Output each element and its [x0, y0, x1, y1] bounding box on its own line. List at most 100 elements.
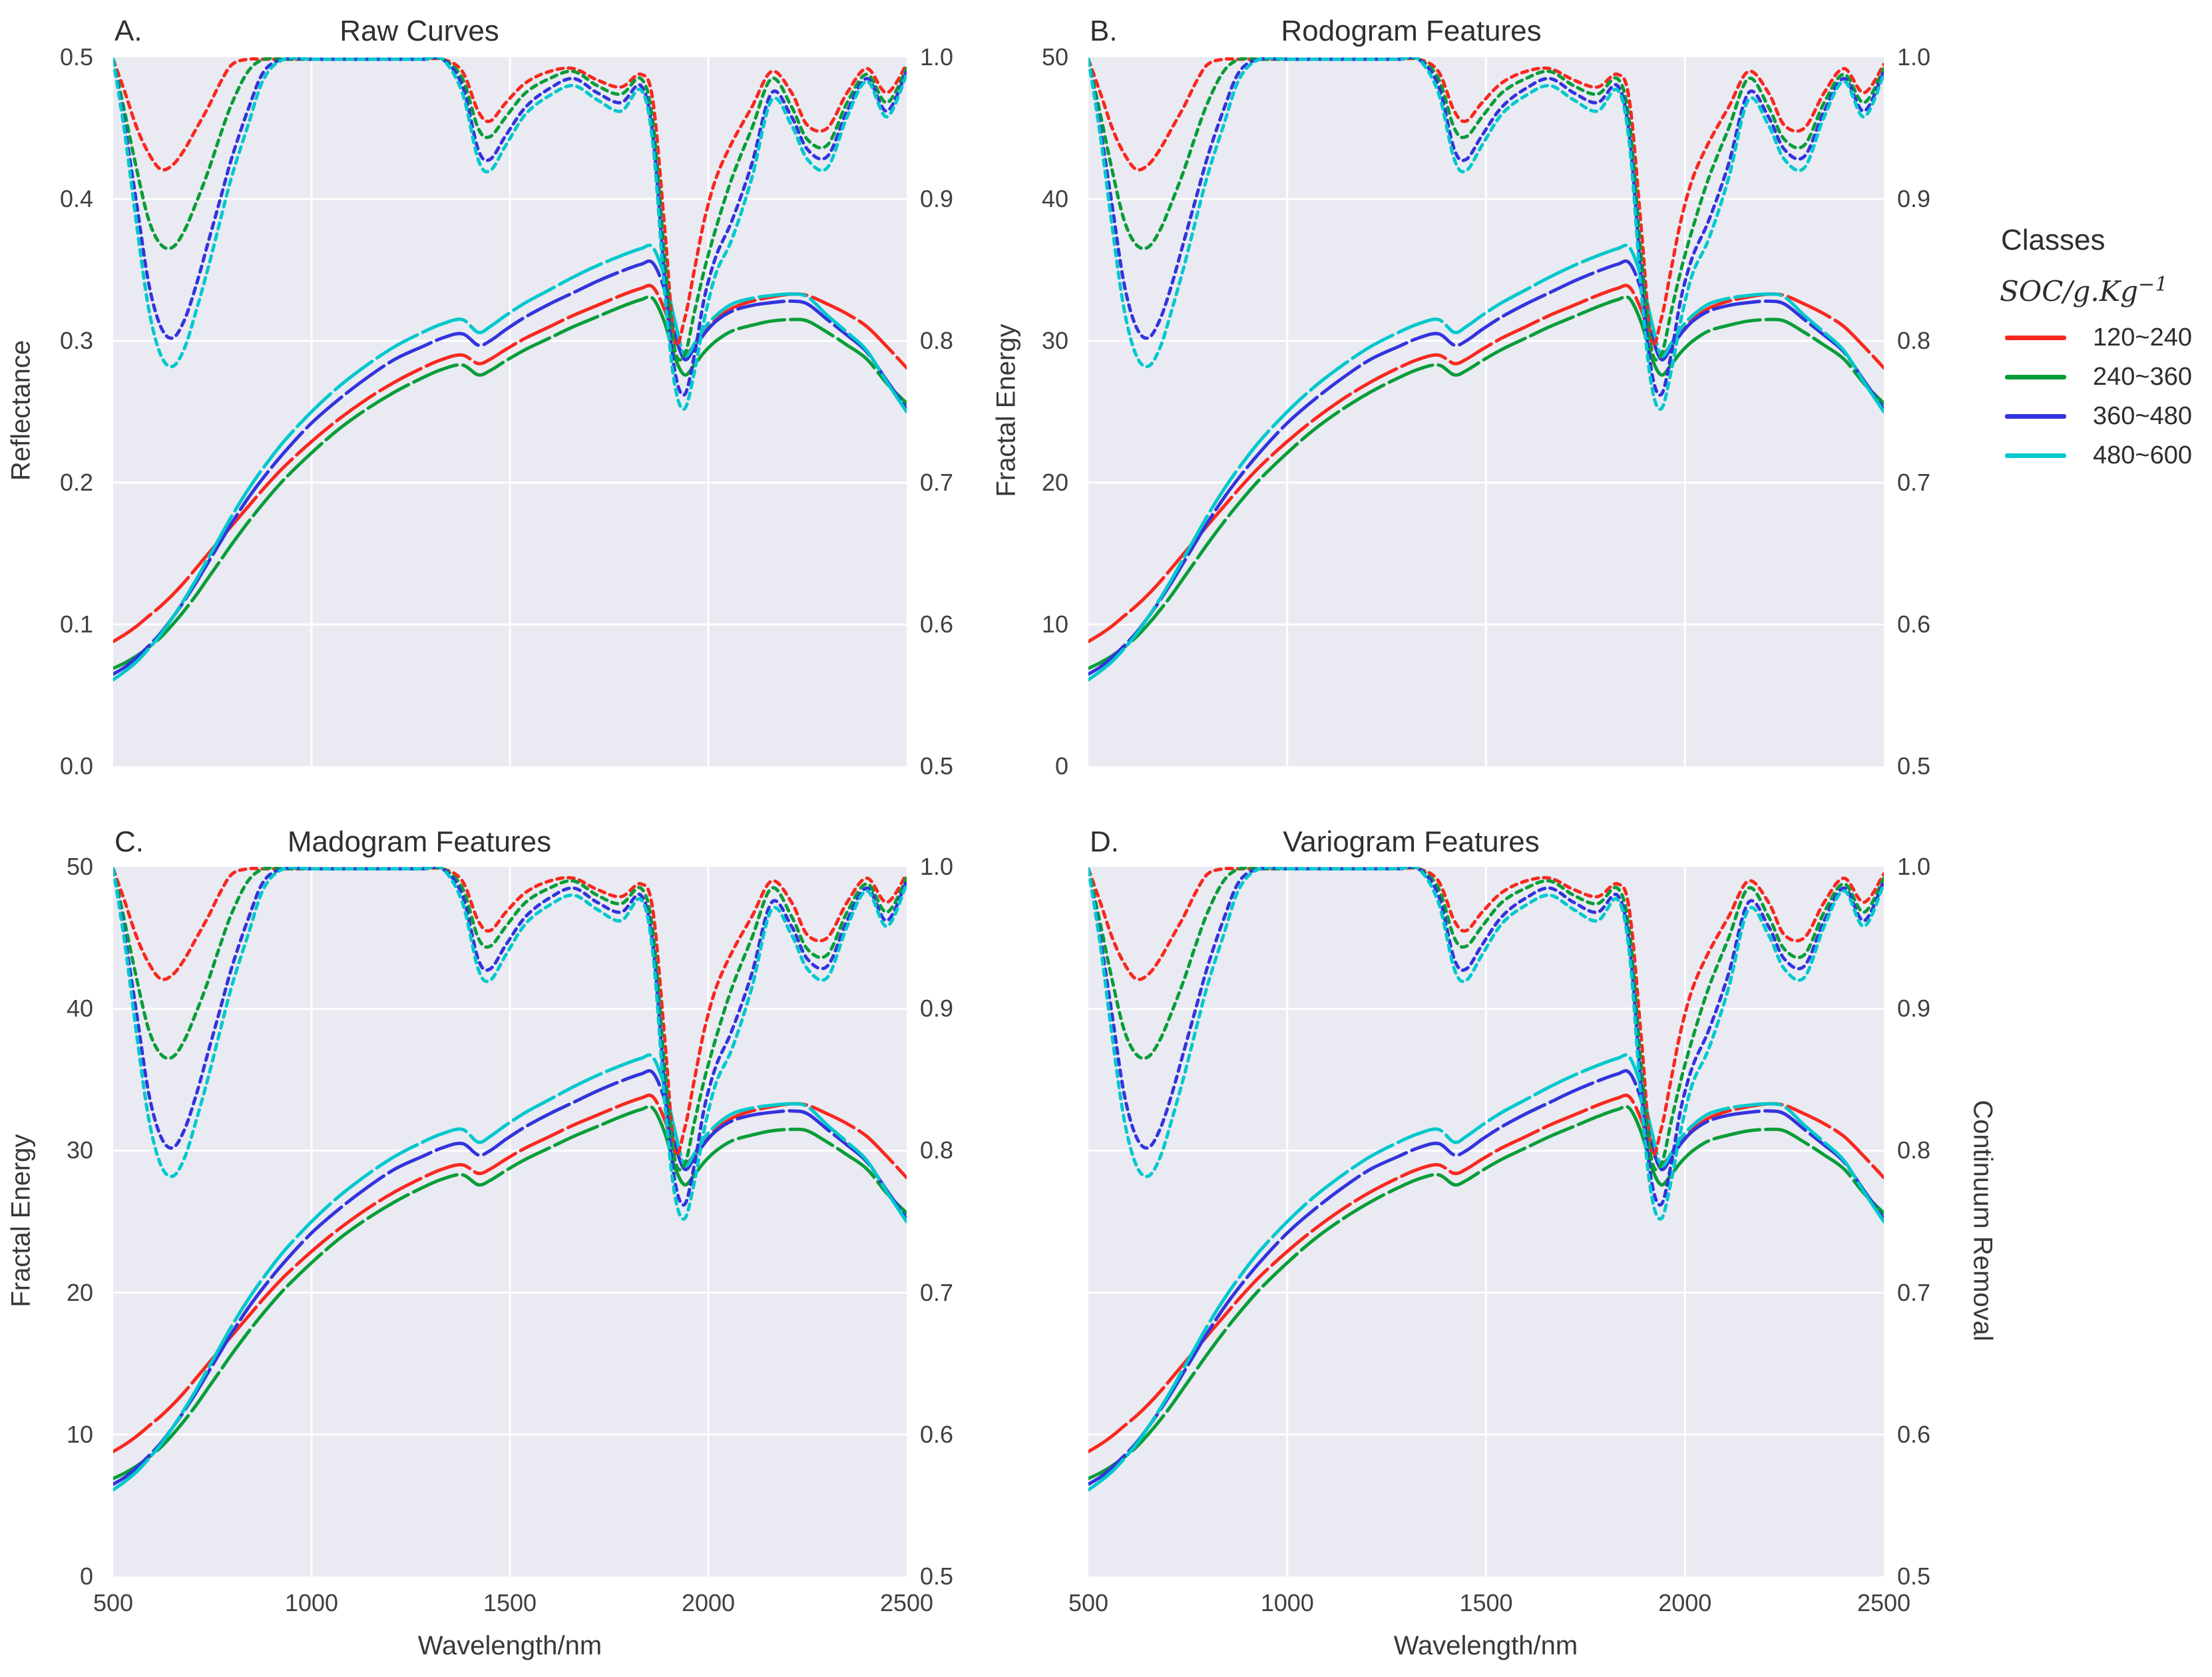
curve-continuum-removal-120~240 — [113, 867, 907, 1158]
y-tick-left-c-40: 40 — [66, 995, 93, 1023]
y-tick-right-a-0.8: 0.8 — [920, 327, 954, 354]
panel-a-corner-label: A. — [114, 15, 142, 47]
y-tick-right-b-0.8: 0.8 — [1897, 327, 1931, 354]
axis-label-fractal-energy-c: Fractal Energy — [6, 1134, 36, 1308]
x-tick-c-2000: 2000 — [681, 1589, 736, 1616]
curve-raw-120~240 — [1088, 284, 1884, 644]
legend-swatch-360~480 — [2005, 414, 2066, 419]
y-tick-right-c-0.7: 0.7 — [920, 1278, 954, 1306]
y-tick-left-a-0.5: 0.5 — [59, 43, 93, 71]
panel-b-plot-area — [1088, 57, 1884, 766]
y-tick-right-d-1.0: 1.0 — [1897, 853, 1931, 880]
x-tick-d-500: 500 — [1068, 1589, 1109, 1616]
x-tick-c-2500: 2500 — [879, 1589, 934, 1616]
axis-label-wavelength-d: Wavelength/nm — [1393, 1631, 1578, 1660]
x-tick-c-500: 500 — [93, 1589, 134, 1616]
y-tick-left-b-30: 30 — [1041, 327, 1068, 354]
curve-raw-480~600 — [113, 1053, 907, 1492]
panel-a-plot-area — [113, 57, 907, 766]
legend-item-label: 120~240 — [2093, 324, 2192, 352]
legend-subtitle-superscript: −1 — [2138, 273, 2168, 296]
y-tick-right-a-0.6: 0.6 — [920, 610, 954, 638]
y-tick-right-a-1.0: 1.0 — [920, 43, 954, 71]
y-tick-right-b-1.0: 1.0 — [1897, 43, 1931, 71]
curve-raw-480~600 — [113, 243, 907, 682]
legend-item-480~600: 480~600 — [2005, 436, 2192, 475]
y-tick-left-a-0.2: 0.2 — [59, 469, 93, 496]
axis-label-continuum-removal: Continuum Removal — [1968, 1100, 1998, 1341]
curve-raw-240~360 — [1088, 295, 1884, 670]
legend-item-label: 480~600 — [2093, 441, 2192, 469]
y-tick-right-c-0.5: 0.5 — [920, 1562, 954, 1590]
curve-continuum-removal-240~360 — [1088, 57, 1884, 362]
y-tick-right-a-0.9: 0.9 — [920, 185, 954, 212]
y-tick-right-d-0.5: 0.5 — [1897, 1562, 1931, 1590]
y-tick-left-c-0: 0 — [79, 1562, 93, 1590]
legend-title: Classes — [2001, 224, 2105, 256]
legend-item-240~360: 240~360 — [2005, 358, 2192, 397]
y-tick-left-c-30: 30 — [66, 1136, 93, 1164]
x-tick-d-2000: 2000 — [1658, 1589, 1712, 1616]
axis-label-fractal-energy-b: Fractal Energy — [991, 324, 1021, 497]
y-tick-left-a-0.4: 0.4 — [59, 185, 93, 212]
curve-continuum-removal-240~360 — [113, 57, 907, 362]
y-tick-right-c-0.8: 0.8 — [920, 1136, 954, 1164]
x-tick-c-1500: 1500 — [483, 1589, 537, 1616]
panel-a-title: Raw Curves — [339, 15, 499, 47]
y-tick-left-b-50: 50 — [1041, 43, 1068, 71]
curve-continuum-removal-360~480 — [113, 57, 907, 397]
axis-label-wavelength-c: Wavelength/nm — [417, 1631, 602, 1660]
y-tick-left-b-20: 20 — [1041, 469, 1068, 496]
curve-raw-240~360 — [1088, 1104, 1884, 1481]
y-tick-right-b-0.5: 0.5 — [1897, 752, 1931, 780]
curve-raw-240~360 — [113, 295, 907, 670]
y-tick-left-b-40: 40 — [1041, 185, 1068, 212]
curve-raw-360~480 — [1088, 259, 1884, 676]
y-tick-right-a-0.5: 0.5 — [920, 752, 954, 780]
legend-items: 120~240 240~360 360~480 480~600 — [2005, 318, 2192, 475]
y-tick-right-c-0.6: 0.6 — [920, 1420, 954, 1448]
y-tick-right-c-1.0: 1.0 — [920, 853, 954, 880]
panel-c-plot-area — [113, 867, 907, 1576]
x-tick-d-1500: 1500 — [1459, 1589, 1513, 1616]
y-tick-right-d-0.7: 0.7 — [1897, 1278, 1931, 1306]
y-tick-right-b-0.7: 0.7 — [1897, 469, 1931, 496]
panel-c-title: Madogram Features — [287, 826, 552, 858]
curve-continuum-removal-480~600 — [113, 867, 907, 1221]
curve-continuum-removal-120~240 — [1088, 57, 1884, 348]
y-tick-right-b-0.6: 0.6 — [1897, 610, 1931, 638]
curve-raw-120~240 — [113, 1093, 907, 1453]
y-tick-left-c-50: 50 — [66, 853, 93, 880]
curve-continuum-removal-480~600 — [1088, 867, 1884, 1221]
legend-swatch-480~600 — [2005, 453, 2066, 458]
x-tick-d-2500: 2500 — [1857, 1589, 1911, 1616]
panel-d-plot-area — [1088, 867, 1884, 1576]
y-tick-right-a-0.7: 0.7 — [920, 469, 954, 496]
curve-continuum-removal-240~360 — [1088, 867, 1884, 1172]
curve-raw-120~240 — [1088, 1093, 1884, 1453]
y-tick-left-c-20: 20 — [66, 1278, 93, 1306]
curve-continuum-removal-480~600 — [1088, 57, 1884, 411]
curve-raw-480~600 — [1088, 1053, 1884, 1492]
legend-item-label: 240~360 — [2093, 363, 2192, 391]
y-tick-left-a-0.1: 0.1 — [59, 610, 93, 638]
y-tick-right-b-0.9: 0.9 — [1897, 185, 1931, 212]
legend-item-120~240: 120~240 — [2005, 318, 2192, 358]
axis-label-reflectance: Reflectance — [6, 340, 36, 481]
curve-raw-240~360 — [113, 1104, 907, 1481]
y-tick-right-d-0.8: 0.8 — [1897, 1136, 1931, 1164]
curve-raw-480~600 — [1088, 243, 1884, 682]
curve-raw-360~480 — [113, 259, 907, 676]
y-tick-left-a-0.0: 0.0 — [59, 752, 93, 780]
curve-continuum-removal-240~360 — [113, 867, 907, 1172]
curve-raw-360~480 — [113, 1069, 907, 1486]
y-tick-left-a-0.3: 0.3 — [59, 327, 93, 354]
y-tick-left-c-10: 10 — [66, 1420, 93, 1448]
y-tick-right-c-0.9: 0.9 — [920, 995, 954, 1023]
curve-continuum-removal-360~480 — [1088, 57, 1884, 397]
legend-swatch-120~240 — [2005, 336, 2066, 340]
panel-d-title: Variogram Features — [1283, 826, 1540, 858]
y-tick-right-d-0.6: 0.6 — [1897, 1420, 1931, 1448]
curve-continuum-removal-360~480 — [1088, 867, 1884, 1207]
